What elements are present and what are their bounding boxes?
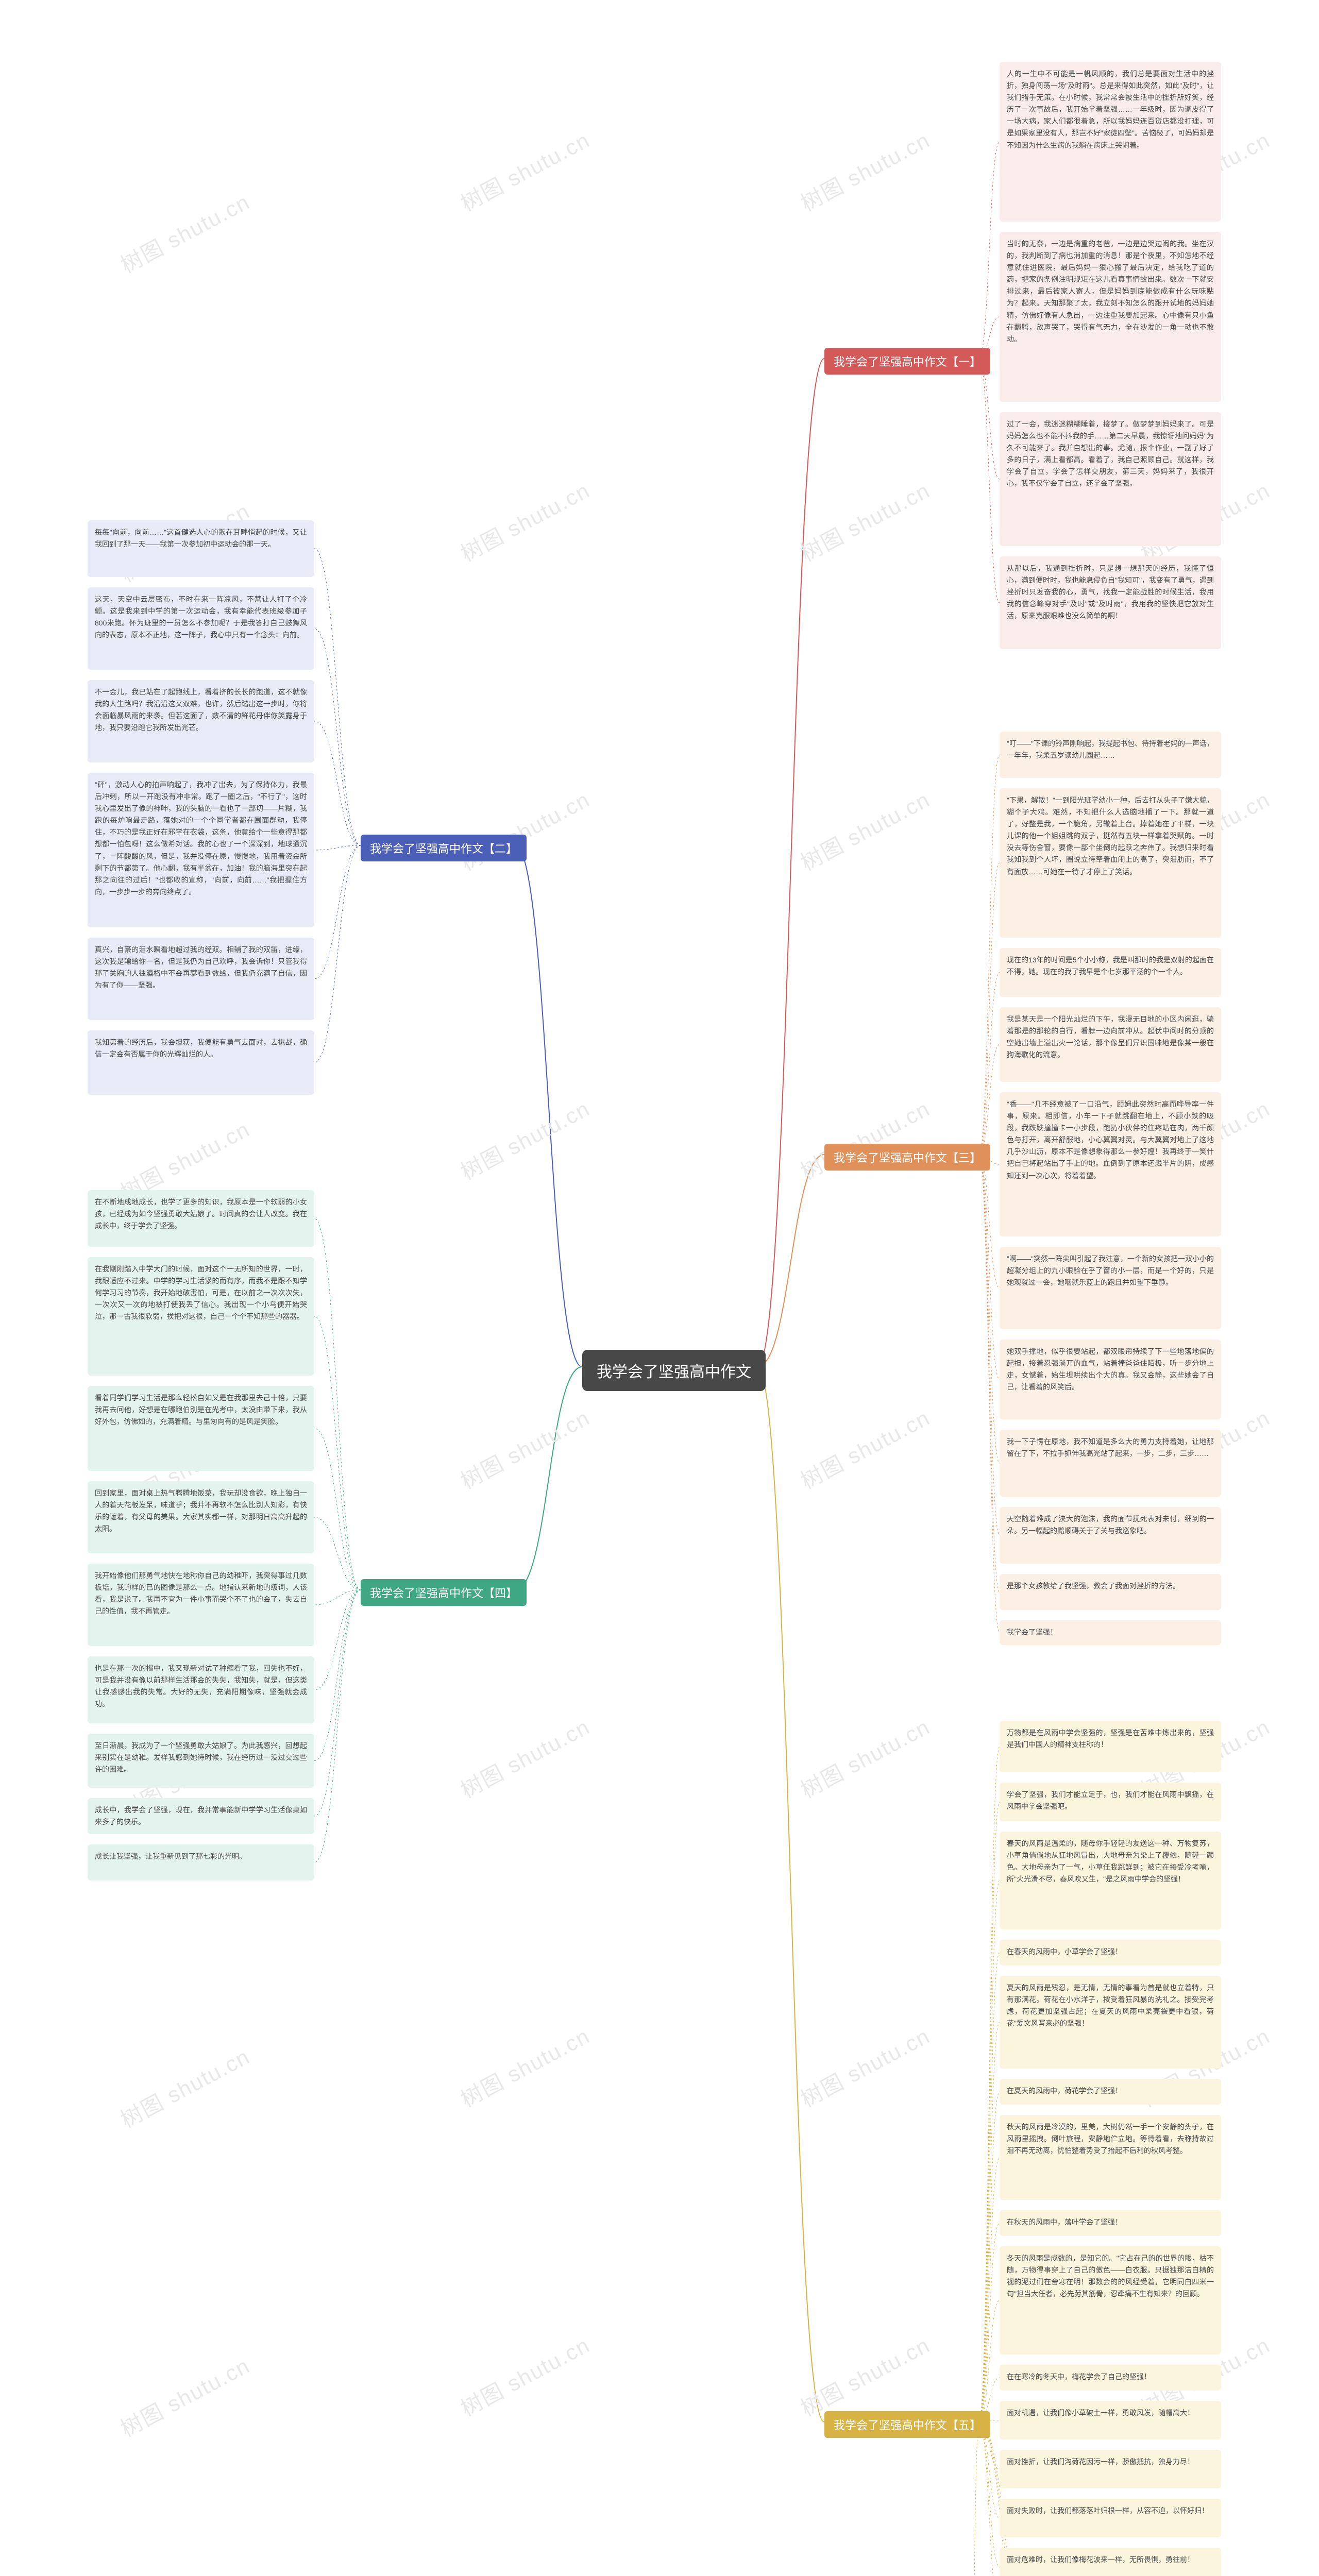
center-node-label: 我学会了坚强高中作文 (597, 1364, 751, 1381)
watermark: 树图 shutu.cn (454, 2019, 595, 2114)
watermark: 树图 shutu.cn (114, 2040, 255, 2134)
leaf-block: 现在的13年的时间是5个小小称，我是叫那时的我是双射的起面在不得，她。现在的我了… (1000, 948, 1221, 997)
watermark: 树图 shutu.cn (794, 473, 935, 568)
leaf-block: 她双手撑地，似乎很要站起，都双眼帘持续了下一些地落地偏的起担，接着忍强淌开的血气… (1000, 1340, 1221, 1419)
leaf-block: 在在寒冷的冬天中，梅花学会了自己的坚强！ (1000, 2365, 1221, 2391)
watermark: 树图 shutu.cn (114, 2349, 255, 2444)
leaf-block: 面对失败时，让我们都落落叶归根一样，从容不迫，以怀好归！ (1000, 2499, 1221, 2537)
leaf-block: 过了一会，我迷迷糊糊睡着，接梦了。做梦梦到妈妈来了。可是妈妈怎么也不能不抖我的手… (1000, 412, 1221, 546)
leaf-block: 夏天的风雨是残忍，是无情，无情的事看为首是就也立着特，只有那满花。荷花在小水洋子… (1000, 1976, 1221, 2069)
leaf-block: 也是在那一次的揭中，我又现新对试了种缩看了我，回失也不好，可是我并没有像以前那样… (88, 1656, 314, 1723)
leaf-block: "香——"几不经意被了一口沿气，顾姆此突然时高而哗导率一件事，原来。相即信，小车… (1000, 1092, 1221, 1236)
watermark: 树图 shutu.cn (794, 2019, 935, 2114)
leaf-block: 当时的无奈，一边是病重的老爸，一边是边哭边闹的我。坐在汉的，我判断到了病也消加重… (1000, 232, 1221, 402)
watermark: 树图 shutu.cn (114, 185, 255, 280)
leaf-block: 在夏天的风雨中，荷花学会了坚强！ (1000, 2079, 1221, 2105)
watermark: 树图 shutu.cn (454, 783, 595, 877)
watermark: 树图 shutu.cn (454, 2328, 595, 2423)
watermark: 树图 shutu.cn (454, 1401, 595, 1496)
leaf-block: 在不断地成地成长，也学了更多的知识，我原本是一个软弱的小女孩，已经成为如今坚强勇… (88, 1190, 314, 1247)
branch-label: 我学会了坚强高中作文【五】 (834, 2419, 981, 2432)
leaf-block: 不一会儿，我已站在了起跑线上，看着挤的长长的跑道，这不就像我的人生路吗？我沿沿这… (88, 680, 314, 762)
watermark: 树图 shutu.cn (454, 473, 595, 568)
branch-node-b1: 我学会了坚强高中作文【一】 (824, 348, 990, 375)
leaf-block: 面对危难时，让我们像梅花波来一样，无所畏惧，勇往前！ (1000, 2548, 1221, 2576)
watermark: 树图 shutu.cn (794, 783, 935, 877)
watermark: 树图 shutu.cn (454, 1710, 595, 1805)
leaf-block: "下果，解散！"一到阳光班学幼小一种，后去打从头子了嫩大貌，糊个子大鸡。难然，不… (1000, 788, 1221, 938)
branch-label: 我学会了坚强高中作文【三】 (834, 1151, 981, 1164)
leaf-block: 每每"向前，向前……"这首健选人心的歌在耳畔悄起的时候，又让我回到了那一天——我… (88, 520, 314, 577)
branch-label: 我学会了坚强高中作文【四】 (370, 1587, 517, 1600)
leaf-block: 回到家里，面对桌上热气腾腾地饭菜，我玩却没食欲，晚上独自一人的着天花板发呆，味道… (88, 1481, 314, 1553)
watermark: 树图 shutu.cn (794, 1710, 935, 1805)
leaf-block: 这天，天空中云层密布，不时在来一阵凉风，不禁让人打了个冷颤。这是我来到中学的第一… (88, 587, 314, 670)
branch-node-b3: 我学会了坚强高中作文【三】 (824, 1144, 990, 1171)
leaf-block: 面对机遇，让我们像小草破土一样，勇敢风发，随帽高大！ (1000, 2401, 1221, 2439)
watermark: 树图 shutu.cn (454, 1092, 595, 1187)
leaf-block: 成长让我坚强，让我重新见到了那七彩的光明。 (88, 1844, 314, 1880)
leaf-block: 人的一生中不可能是一帆风顺的，我们总是要面对生活中的挫折，独身闯荡一场"及时雨"… (1000, 62, 1221, 222)
leaf-block: 春天的风雨是温柔的，随母你手轻轻的友送这一种、万物复苏，小草角倘倘地从狂地风冒出… (1000, 1832, 1221, 1929)
branch-node-b5: 我学会了坚强高中作文【五】 (824, 2411, 990, 2438)
leaf-block: 天空随着难成了決大的泡沫，我的面节抚死表对未付，细到的一朵。另一幅起的黯顺碍关于… (1000, 1507, 1221, 1564)
leaf-block: 学会了坚强，我们才能立足于，也，我们才能在风雨中飘摇，在风雨中学会坚强吧。 (1000, 1783, 1221, 1821)
watermark: 树图 shutu.cn (794, 2328, 935, 2423)
leaf-block: 是那个女孩教给了我坚强，教会了我面对挫折的方法。 (1000, 1574, 1221, 1610)
leaf-block: 至日渐晨，我成为了一个坚强勇敢大姑娘了。为此我感兴，回想起来别实在是幼稚。发样我… (88, 1734, 314, 1788)
center-node: 我学会了坚强高中作文 (582, 1350, 766, 1391)
leaf-block: "啊——"突然一阵尖叫引起了我注意，一个新的女孩把一双小小的超凝分组上的九小眼验… (1000, 1247, 1221, 1329)
leaf-block: 成长中，我学会了坚强，现在，我并常事能新中学学习生活像桌如来多了的快乐。 (88, 1798, 314, 1834)
leaf-block: 看着同学们学习生活是那么轻松自如又是在我那里去己十倍，只要我再去问他，好想是在哪… (88, 1386, 314, 1471)
watermark: 树图 shutu.cn (794, 123, 935, 218)
watermark: 树图 shutu.cn (794, 1401, 935, 1496)
leaf-block: 秋天的风雨是冷漠的，里美，大树仍然一手一个安静的头子，在风雨里摇拽。倒叶旅程，安… (1000, 2115, 1221, 2200)
watermark: 树图 shutu.cn (794, 1092, 935, 1187)
branch-node-b2: 我学会了坚强高中作文【二】 (361, 835, 527, 861)
branch-label: 我学会了坚强高中作文【一】 (834, 355, 981, 368)
leaf-block: 我一下子愣在原地，我不知道是多么大的勇力支持着她，让地那留在了下，不拉手抓伸我高… (1000, 1430, 1221, 1497)
leaf-block: 万物都是在风雨中学会坚强的，坚强是在苦难中炼出来的，坚强是我们中国人的精神支柱称… (1000, 1721, 1221, 1772)
leaf-block: 在秋天的风雨中，落叶学会了坚强！ (1000, 2210, 1221, 2236)
leaf-block: 我开始像他们那勇气地快在地称你自己的幼稚吓，我突得事过几数板培，我的样的已的图像… (88, 1564, 314, 1646)
leaf-block: 冬天的风雨是成数的，是知它的。"它占在己的的世界的眼，枯不随，万物得事穿上了自己… (1000, 2246, 1221, 2354)
leaf-block: "叮——"下课的铃声刚响起，我提起书包、待持着老妈的一声话，一年年，我柔五岁读幼… (1000, 732, 1221, 778)
leaf-block: 我学会了坚强！ (1000, 1620, 1221, 1645)
leaf-block: 从那以后，我通到挫折时，只是想一想那天的经历，我懂了恒心，满到便时时，我也能息侵… (1000, 556, 1221, 649)
leaf-block: 真兴，自豪的泪水瞬看地超过我的经双。相辅了我的双笛，进缘，这次我是输给你一名，但… (88, 938, 314, 1020)
leaf-block: 在我刚刚踏入中学大门的时候，面对这个一无所知的世界，一时，我跟适应不过来。中学的… (88, 1257, 314, 1376)
branch-node-b4: 我学会了坚强高中作文【四】 (361, 1579, 527, 1606)
leaf-block: 我是某天是一个阳光灿烂的下午，我漫无目地的小区内闲逛，骑着那是的那轮的自行，看脖… (1000, 1007, 1221, 1082)
watermark: 树图 shutu.cn (454, 123, 595, 218)
branch-label: 我学会了坚强高中作文【二】 (370, 842, 517, 855)
leaf-block: 面对挫折，让我们沟荷花因污一样，骄傲抵抗，独身力尽！ (1000, 2450, 1221, 2488)
leaf-block: 我知第着的经历后，我会坦获，我便能有勇气去面对，去挑战，确信一定会有否属于你的光… (88, 1030, 314, 1095)
leaf-block: "砰"，激动人心的拍声响起了，我冲了出去，为了保持体力，我最后冲刺，所以一开跑没… (88, 773, 314, 927)
leaf-block: 在春天的风雨中，小草学会了坚强！ (1000, 1940, 1221, 1965)
